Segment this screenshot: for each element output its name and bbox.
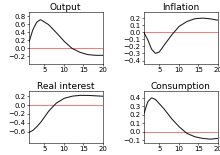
Title: Real interest: Real interest [37, 82, 94, 91]
Title: Consumption: Consumption [151, 82, 211, 91]
Title: Output: Output [50, 3, 81, 12]
Title: Inflation: Inflation [162, 3, 199, 12]
